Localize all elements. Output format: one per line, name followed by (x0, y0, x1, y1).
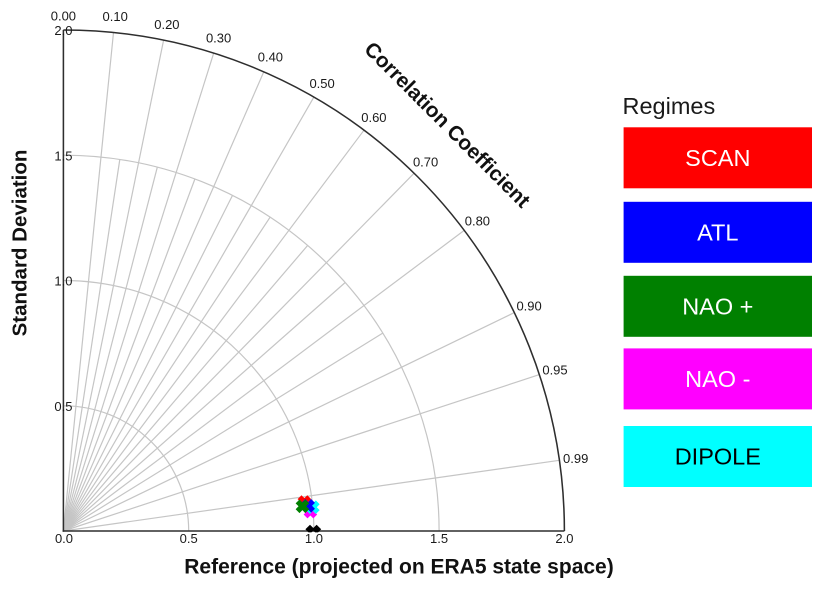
svg-text:0.5: 0.5 (54, 399, 72, 414)
svg-text:0.40: 0.40 (258, 50, 283, 65)
svg-text:0.60: 0.60 (361, 110, 386, 125)
svg-text:NAO -: NAO - (685, 366, 750, 392)
svg-text:0.95: 0.95 (542, 362, 567, 377)
svg-text:Reference (projected on ERA5 s: Reference (projected on ERA5 state space… (184, 556, 613, 579)
svg-text:1.0: 1.0 (305, 531, 323, 546)
svg-text:Standard Deviation: Standard Deviation (9, 150, 32, 337)
svg-text:1.0: 1.0 (54, 274, 72, 289)
svg-text:DIPOLE: DIPOLE (675, 444, 761, 470)
svg-text:0.5: 0.5 (180, 531, 198, 546)
svg-text:0.30: 0.30 (206, 30, 231, 45)
svg-text:1.5: 1.5 (54, 148, 72, 163)
svg-text:SCAN: SCAN (685, 145, 750, 171)
svg-text:0.70: 0.70 (413, 154, 438, 169)
svg-text:NAO +: NAO + (682, 293, 753, 319)
svg-text:Regimes: Regimes (623, 93, 716, 119)
svg-text:ATL: ATL (697, 219, 738, 245)
svg-text:0.99: 0.99 (563, 451, 588, 466)
svg-text:0.80: 0.80 (465, 214, 490, 229)
svg-text:0.90: 0.90 (516, 298, 541, 313)
svg-text:0.00: 0.00 (51, 9, 76, 24)
svg-text:0.20: 0.20 (154, 17, 179, 32)
svg-text:2.0: 2.0 (54, 23, 72, 38)
svg-text:0.10: 0.10 (103, 9, 128, 24)
svg-text:2.0: 2.0 (555, 531, 573, 546)
svg-text:0.0: 0.0 (55, 531, 73, 546)
svg-text:1.5: 1.5 (430, 531, 448, 546)
svg-text:0.50: 0.50 (309, 76, 334, 91)
